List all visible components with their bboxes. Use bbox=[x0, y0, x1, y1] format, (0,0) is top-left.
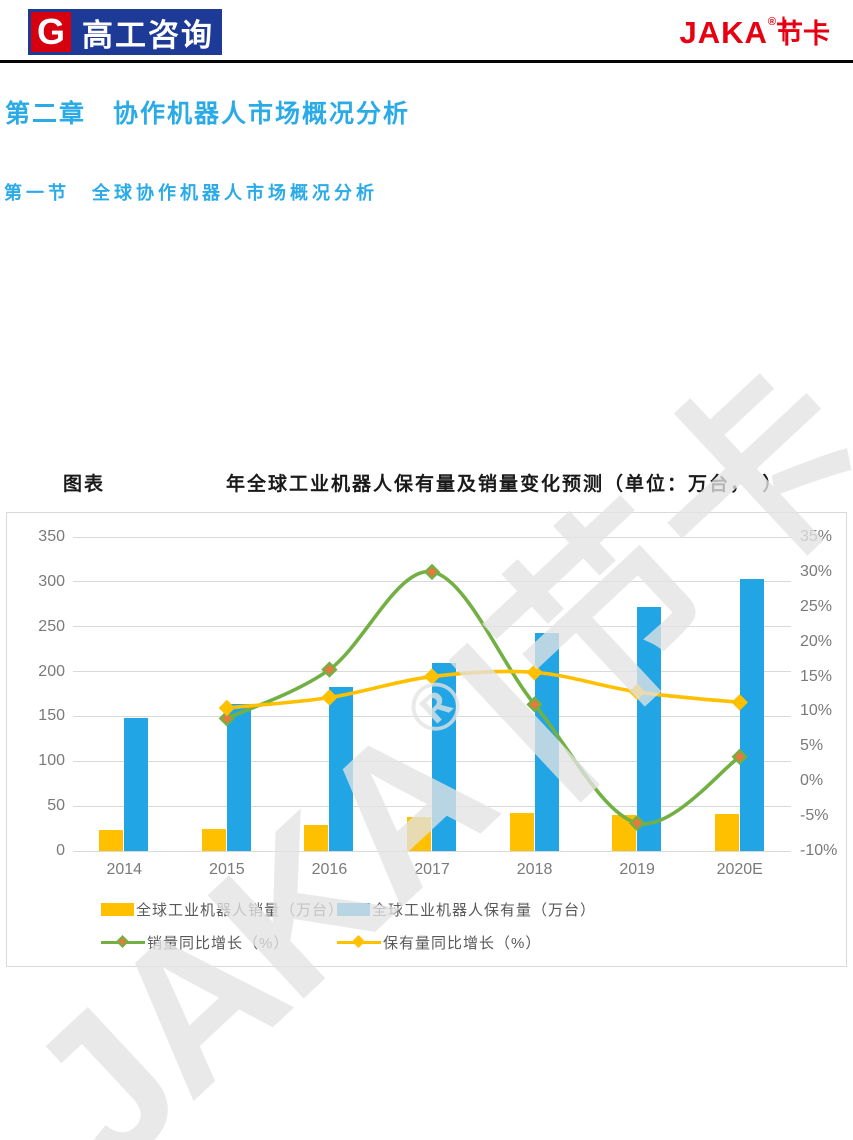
gridline bbox=[73, 536, 791, 538]
left-axis-tick: 250 bbox=[38, 617, 65, 635]
jaka-logo-wordmark: JAKA bbox=[679, 15, 768, 50]
jaka-logo: JAKA® | 节卡 bbox=[679, 12, 830, 51]
left-axis-tick: 100 bbox=[38, 752, 65, 770]
bar-stock-2017 bbox=[432, 662, 456, 851]
marker-diamond-icon bbox=[526, 696, 543, 713]
marker-diamond-icon bbox=[731, 694, 748, 711]
marker-diamond-icon bbox=[628, 814, 646, 832]
legend-line-swatch-icon bbox=[337, 935, 381, 949]
left-axis-tick: 300 bbox=[38, 572, 65, 590]
legend-bar-swatch-icon bbox=[337, 902, 370, 916]
bar-sales-2014 bbox=[99, 830, 124, 851]
left-axis-tick: 50 bbox=[47, 797, 65, 815]
marker-diamond-icon bbox=[731, 748, 748, 765]
legend-item-全球工业机器人保有量（万台）: 全球工业机器人保有量（万台） bbox=[337, 899, 596, 919]
right-axis-tick: -10% bbox=[800, 842, 838, 859]
gaogong-logo: G 高工咨询 bbox=[28, 9, 222, 55]
x-axis-label: 2020E bbox=[716, 861, 763, 878]
bar-stock-2020E bbox=[739, 579, 764, 851]
right-axis-tick: 10% bbox=[800, 702, 833, 720]
left-axis-tick: 150 bbox=[38, 707, 65, 725]
combo-chart: 350 300 250 200 150 100 50 0 35% 30% 25% 20% 15% 10% 5… bbox=[6, 512, 847, 967]
right-axis-tick: -5% bbox=[800, 807, 829, 825]
x-axis-label: 2019 bbox=[619, 861, 655, 878]
bar-sales-2017 bbox=[407, 816, 431, 851]
bar-sales-2018 bbox=[509, 813, 534, 851]
section-title: 第一节 全球协作机器人市场概况分析 bbox=[4, 183, 378, 203]
bar-stock-2016 bbox=[329, 686, 354, 851]
bar-sales-2016 bbox=[304, 824, 329, 851]
right-axis-tick: 20% bbox=[800, 632, 833, 650]
marker-diamond-icon bbox=[423, 668, 441, 685]
gaogong-logo-text: 高工咨询 bbox=[74, 9, 222, 55]
x-axis-label: 2017 bbox=[414, 861, 450, 878]
gridline bbox=[73, 626, 791, 628]
gridline bbox=[73, 581, 791, 583]
right-axis-tick: 15% bbox=[800, 667, 833, 685]
left-axis-tick: 200 bbox=[38, 662, 65, 680]
legend-item-保有量同比增长（%）: 保有量同比增长（%） bbox=[337, 932, 541, 952]
line-销量同比增长（%） bbox=[226, 570, 741, 826]
registered-trademark-icon: ® bbox=[767, 16, 776, 28]
gridline bbox=[73, 850, 791, 852]
legend-bar-swatch-icon bbox=[101, 902, 134, 916]
legend-item-销量同比增长（%）: 销量同比增长（%） bbox=[101, 932, 289, 952]
legend-label: 销量同比增长（%） bbox=[147, 934, 290, 952]
bar-stock-2019 bbox=[637, 606, 662, 851]
jaka-logo-divider: | bbox=[780, 12, 788, 42]
marker-diamond-icon bbox=[321, 689, 338, 706]
marker-diamond-icon bbox=[526, 664, 543, 681]
figure-caption-title: 年全球工业机器人保有量及销量变化预测（单位：万台， ） bbox=[226, 474, 784, 495]
chapter-title: 第二章 协作机器人市场概况分析 bbox=[5, 100, 411, 128]
x-axis-label: 2016 bbox=[311, 861, 348, 878]
gaogong-g-icon: G bbox=[28, 9, 74, 55]
legend-label: 全球工业机器人销量（万台） bbox=[136, 901, 345, 919]
legend-label: 全球工业机器人保有量（万台） bbox=[372, 901, 597, 919]
right-axis-tick: 5% bbox=[800, 737, 824, 755]
legend-line-swatch-icon bbox=[101, 935, 145, 949]
marker-diamond-icon bbox=[218, 699, 236, 717]
header-divider bbox=[0, 60, 853, 63]
right-axis-tick: 35% bbox=[800, 528, 833, 545]
line-保有量同比增长（%） bbox=[226, 669, 740, 710]
legend-item-全球工业机器人销量（万台）: 全球工业机器人销量（万台） bbox=[101, 899, 344, 919]
x-axis-label: 2015 bbox=[209, 861, 245, 878]
jaka-logo-chinese: 节卡 bbox=[776, 19, 830, 49]
growth-lines bbox=[218, 563, 748, 832]
left-axis-tick: 350 bbox=[38, 528, 65, 545]
x-axis-label: 2018 bbox=[516, 861, 553, 878]
right-axis-tick: 0% bbox=[800, 772, 824, 790]
marker-diamond-icon bbox=[218, 710, 236, 727]
marker-diamond-icon bbox=[423, 563, 441, 581]
bar-sales-2020E bbox=[714, 814, 739, 851]
right-axis-tick: 30% bbox=[800, 562, 833, 580]
bar-sales-2015 bbox=[201, 828, 226, 851]
legend-label: 保有量同比增长（%） bbox=[383, 934, 542, 952]
legend-diamond-icon bbox=[352, 935, 365, 948]
left-axis-tick: 0 bbox=[56, 842, 65, 859]
marker-diamond-icon bbox=[628, 683, 646, 701]
legend-diamond-icon bbox=[116, 935, 129, 948]
marker-diamond-icon bbox=[321, 661, 338, 678]
bar-stock-2015 bbox=[226, 703, 251, 851]
figure-caption-prefix: 图表 bbox=[63, 474, 106, 495]
bar-stock-2014 bbox=[124, 718, 149, 851]
x-axis-label: 2014 bbox=[106, 861, 143, 878]
right-axis-tick: 25% bbox=[800, 597, 833, 615]
